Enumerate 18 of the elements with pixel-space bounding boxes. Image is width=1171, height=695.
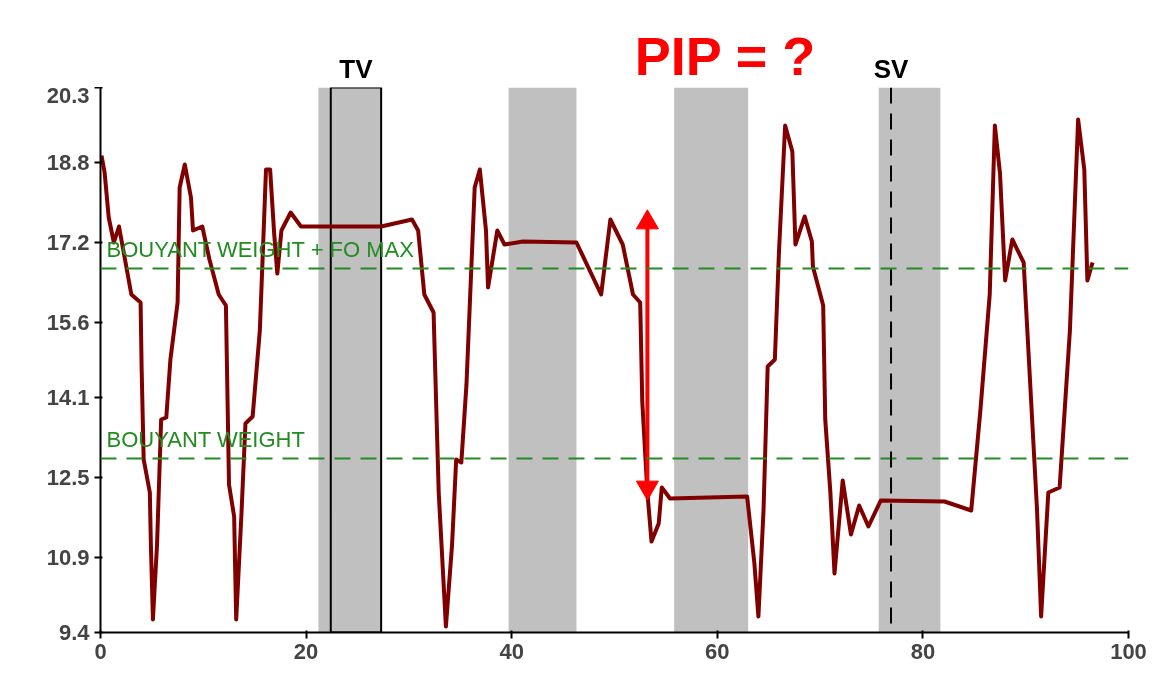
x-tick-label: 80 — [910, 638, 936, 664]
x-tick-label: 20 — [293, 638, 319, 664]
x-tick-label: 40 — [499, 638, 524, 664]
y-tick-label: 18.8 — [46, 150, 90, 175]
y-tick-label: 15.6 — [46, 310, 90, 335]
line-series — [100, 117, 1095, 629]
y-tick-label: 20.3 — [46, 82, 90, 108]
band-label: TV — [339, 53, 374, 84]
x-tick-label: 0 — [94, 638, 107, 664]
y-tick-label: 9.4 — [58, 620, 91, 645]
x-tick-label: 60 — [705, 638, 730, 664]
y-tick-label: 17.2 — [46, 230, 90, 255]
ref-line-label: SV — [873, 53, 910, 84]
y-tick-label: 10.9 — [46, 545, 90, 570]
text: PIP = ? — [634, 25, 816, 86]
x-tick-label: 100 — [1110, 638, 1147, 664]
y-tick-label: 12.5 — [46, 465, 90, 490]
y-tick-label: 14.1 — [46, 385, 90, 410]
